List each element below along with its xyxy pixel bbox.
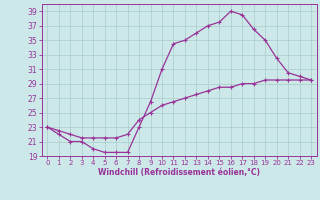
X-axis label: Windchill (Refroidissement éolien,°C): Windchill (Refroidissement éolien,°C) [98,168,260,177]
